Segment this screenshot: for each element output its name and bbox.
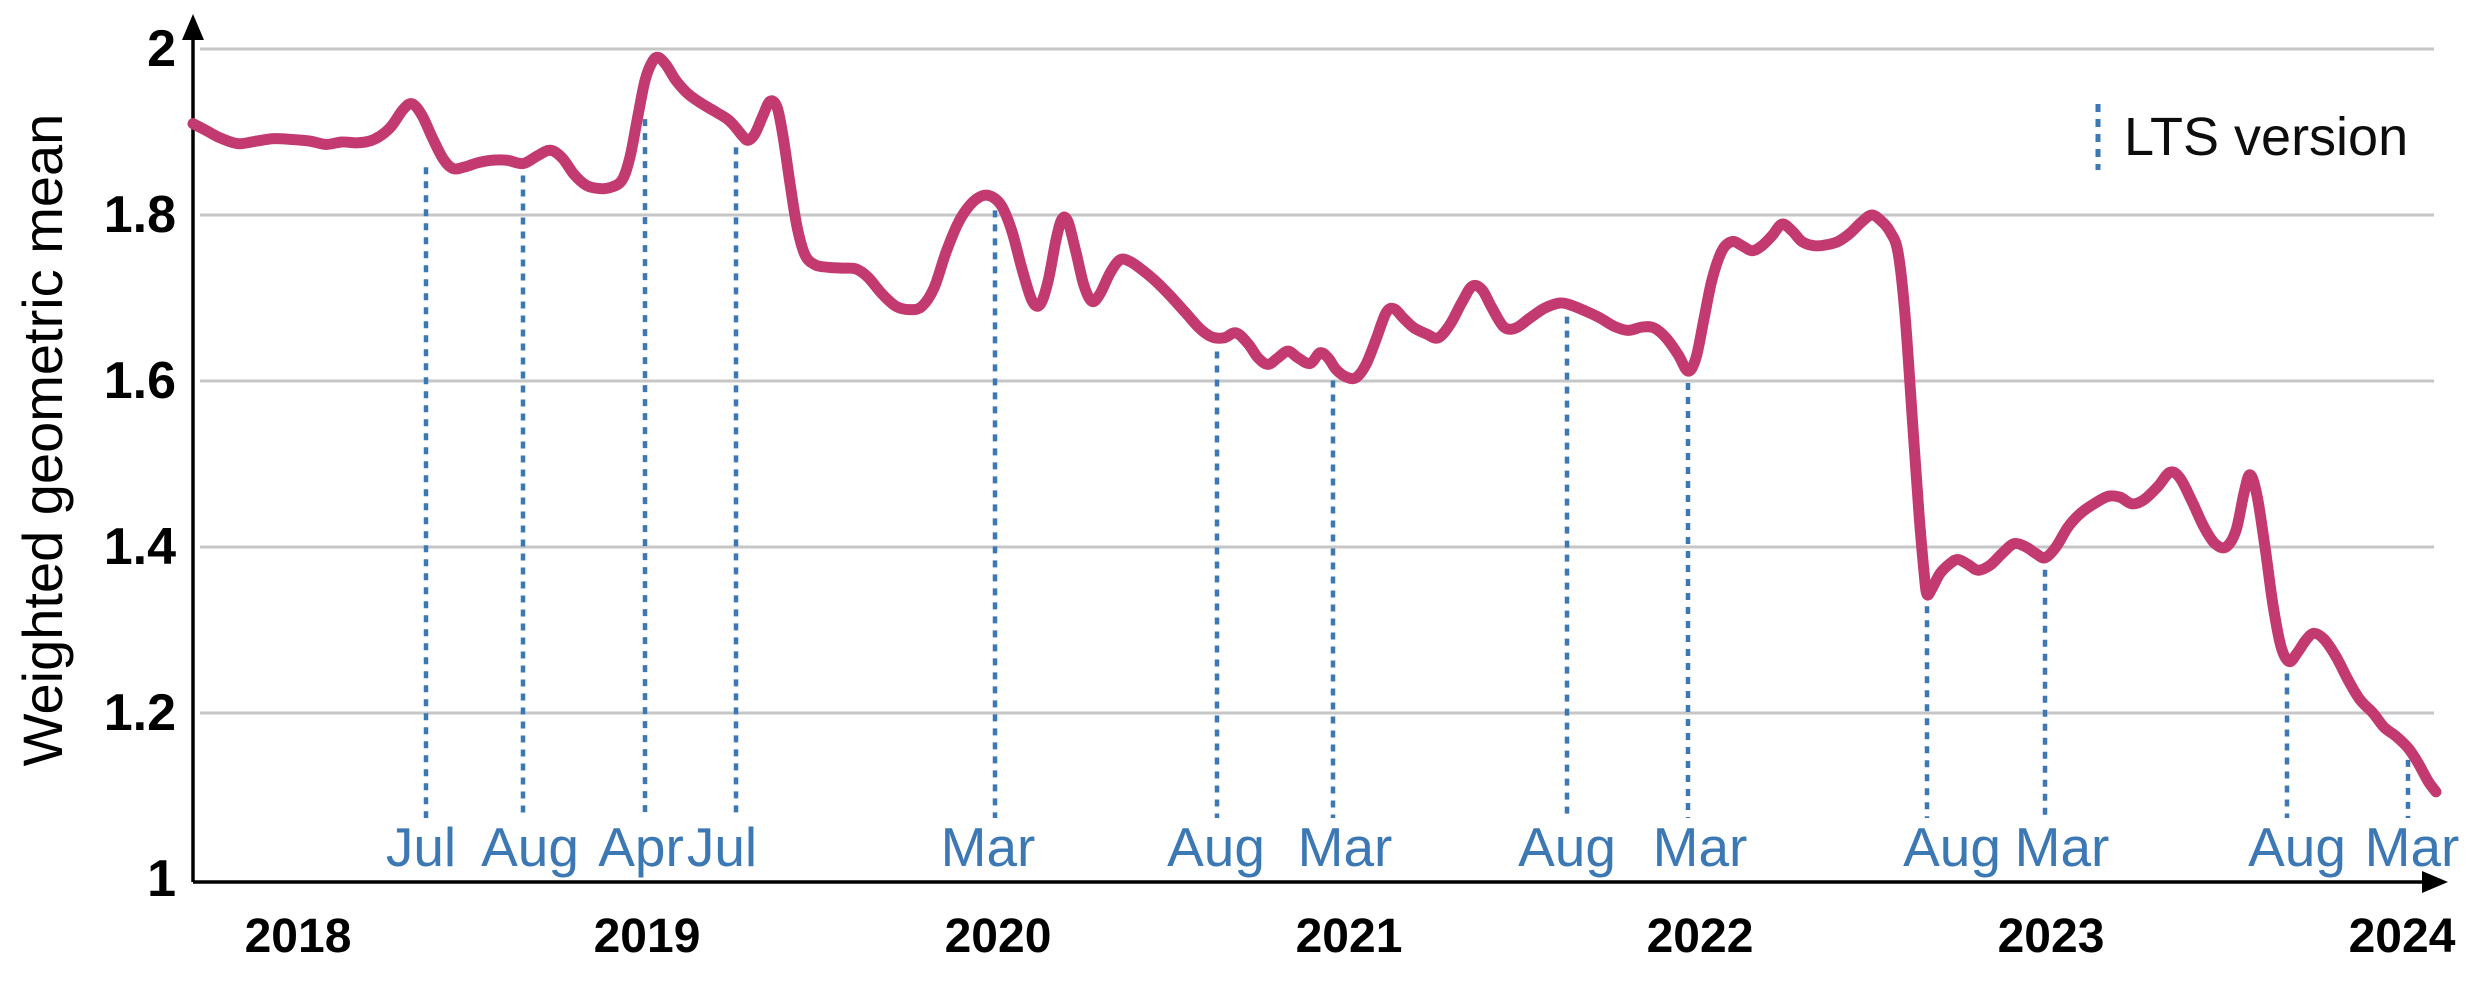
lts-month-label: Mar — [1298, 816, 1393, 878]
lts-month-label: Aug — [2248, 816, 2346, 878]
lts-month-label: Aug — [1903, 816, 2001, 878]
y-tick-label: 1 — [147, 850, 176, 908]
y-tick-label: 1.8 — [104, 186, 176, 244]
legend-label: LTS version — [2124, 107, 2408, 167]
series-line — [187, 51, 2442, 798]
lts-month-label: Apr — [598, 816, 684, 878]
lts-marker-lines-layer — [423, 119, 2411, 818]
x-tick-year-label: 2022 — [1647, 910, 1754, 963]
lts-month-label: Aug — [1518, 816, 1616, 878]
x-axis-arrow-icon — [2422, 871, 2448, 893]
y-tick-label: 1.2 — [104, 684, 176, 742]
x-tick-year-label: 2020 — [945, 910, 1052, 963]
axis-labels-layer: 2 1.8 1.6 1.4 1.2 1 2018 2019 2020 2021 2022 2023 20… — [104, 20, 2460, 963]
lts-month-label: Jul — [386, 816, 456, 878]
lts-month-label: Aug — [481, 816, 579, 878]
x-tick-year-label: 2023 — [1998, 910, 2105, 963]
lts-month-label: Jul — [687, 816, 757, 878]
lts-month-label: Aug — [1167, 816, 1265, 878]
y-tick-label: 1.6 — [104, 352, 176, 410]
gridlines-layer — [200, 47, 2434, 715]
y-axis-title: Weighted geometric mean — [11, 114, 74, 767]
axes-layer — [182, 14, 2448, 893]
series-layer — [187, 51, 2442, 798]
lts-month-label: Mar — [1653, 816, 1748, 878]
y-tick-label: 2 — [147, 20, 176, 78]
lts-month-label: Mar — [941, 816, 1036, 878]
x-tick-year-label: 2019 — [594, 910, 701, 963]
legend: LTS version — [2095, 104, 2408, 170]
x-tick-year-label: 2024 — [2349, 910, 2456, 963]
lts-month-label: Mar — [2015, 816, 2110, 878]
y-axis-arrow-icon — [182, 14, 204, 40]
lts-month-label: Mar — [2365, 816, 2460, 878]
y-tick-label: 1.4 — [104, 518, 176, 576]
x-tick-year-label: 2021 — [1296, 910, 1403, 963]
x-tick-year-label: 2018 — [245, 910, 352, 963]
